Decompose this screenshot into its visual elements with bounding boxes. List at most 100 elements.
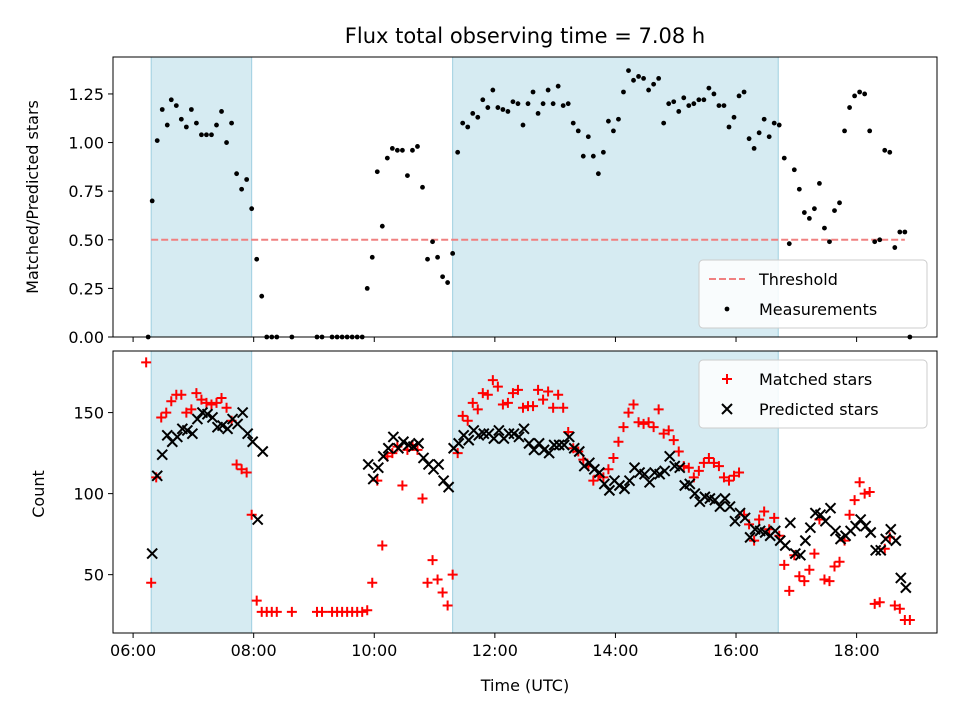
bottom-series-1-point-69 (593, 466, 606, 479)
bottom-series-1-point-88 (689, 487, 701, 500)
bottom-series-0-point-98 (668, 435, 679, 446)
bottom-legend-label-1: Predicted stars (759, 400, 879, 419)
bottom-x-tick-label-4: 14:00 (592, 641, 638, 660)
top-series-0-point-138 (872, 239, 878, 245)
bottom-series-1-point-61 (553, 439, 565, 451)
top-series-0-point-6 (173, 103, 179, 109)
bottom-series-0-point-135 (854, 477, 865, 488)
bottom-series-1-point-20 (246, 436, 259, 448)
top-series-0-point-110 (731, 114, 737, 120)
bottom-series-0-point-143 (894, 603, 905, 614)
top-series-0-point-16 (224, 140, 229, 145)
top-series-0-point-99 (676, 109, 682, 114)
bottom-series-1-point-75 (623, 474, 636, 487)
bottom-series-0-point-60 (477, 388, 488, 399)
bottom-series-0-point-67 (512, 384, 523, 395)
top-series-0-point-136 (862, 91, 868, 97)
top-series-0-point-142 (892, 245, 898, 250)
bottom-series-0-point-121 (784, 585, 795, 596)
top-series-0-point-137 (867, 128, 873, 134)
top-series-0-point-10 (194, 120, 199, 126)
bottom-series-1-point-117 (834, 533, 847, 545)
bottom-series-1-point-19 (241, 427, 254, 440)
top-shaded-interval-0 (150, 56, 253, 338)
bottom-series-1-point-113 (814, 508, 827, 521)
top-series-0-point-82 (590, 153, 596, 159)
top-y-tick-label-4: 1.00 (68, 134, 104, 153)
top-series-0-point-107 (716, 103, 722, 109)
bottom-series-0-point-52 (437, 587, 448, 598)
bottom-series-1-point-92 (709, 494, 721, 506)
bottom-series-1-point-1 (151, 470, 163, 482)
bottom-series-0-point-145 (904, 615, 915, 626)
bottom-series-0-point-111 (734, 467, 745, 478)
top-series-0-point-83 (595, 171, 601, 177)
bottom-series-0-point-110 (729, 470, 740, 481)
top-y-axis-label: Matched/Predicted stars (23, 100, 42, 294)
bottom-series-1-point-46 (478, 427, 490, 440)
top-series-0-point-59 (475, 114, 481, 120)
top-y-tick-label-2: 0.50 (68, 231, 104, 250)
bottom-series-0-point-18 (231, 459, 242, 470)
top-series-0-point-123 (796, 186, 802, 192)
bottom-series-1-point-70 (598, 478, 611, 490)
bottom-series-0-point-54 (447, 569, 458, 580)
bottom-series-1-point-26 (377, 450, 390, 463)
top-series-0-point-64 (500, 107, 506, 112)
top-series-0-point-135 (857, 89, 863, 95)
top-series-0-point-46 (410, 147, 415, 153)
top-series-0-point-78 (570, 120, 576, 126)
bottom-series-1-point-73 (613, 479, 626, 492)
bottom-series-0-point-139 (874, 597, 885, 608)
top-series-0-point-49 (425, 256, 430, 262)
bottom-series-1-point-25 (372, 461, 384, 474)
bottom-series-1-point-114 (819, 515, 832, 527)
bottom-series-1-point-55 (523, 437, 535, 450)
top-series-0-point-79 (575, 128, 581, 134)
top-series-0-point-71 (535, 110, 541, 116)
bottom-y-axis-label: Count (29, 470, 48, 518)
bottom-series-1-point-5 (171, 431, 184, 443)
bottom-series-0-point-8 (181, 407, 192, 418)
bottom-series-0-point-138 (869, 598, 880, 609)
bottom-series-0-point-63 (492, 381, 503, 392)
bottom-series-0-point-1 (146, 577, 157, 588)
top-series-0-point-109 (726, 124, 732, 130)
top-series-0-point-130 (832, 208, 837, 214)
top-series-0-point-60 (480, 97, 486, 103)
top-series-0-point-21 (249, 206, 255, 212)
bottom-series-0-point-20 (241, 467, 252, 478)
bottom-series-0-point-10 (191, 388, 202, 399)
top-series-0-point-75 (555, 83, 561, 89)
top-series-0-point-101 (686, 103, 692, 109)
top-series-0-point-120 (781, 155, 787, 161)
bottom-series-0-point-125 (804, 564, 815, 575)
top-series-0-point-65 (505, 109, 511, 114)
top-series-0-point-7 (178, 116, 184, 122)
bottom-series-1-point-39 (442, 481, 455, 493)
bottom-series-0-point-93 (643, 417, 654, 428)
bottom-series-1-point-3 (161, 429, 173, 441)
bottom-series-0-point-95 (653, 404, 664, 415)
bottom-series-1-point-83 (663, 450, 676, 463)
top-y-tick-label-3: 0.75 (68, 182, 104, 201)
bottom-series-0-point-16 (221, 402, 232, 413)
bottom-series-1-point-68 (588, 463, 601, 476)
bottom-series-1-point-17 (231, 418, 244, 430)
bottom-series-1-point-107 (784, 517, 796, 529)
bottom-series-0-point-0 (141, 357, 152, 368)
bottom-series-0-point-75 (553, 389, 564, 400)
bottom-series-0-point-4 (161, 407, 172, 418)
bottom-series-1-point-15 (221, 423, 234, 435)
top-series-0-point-9 (188, 107, 194, 112)
bottom-x-tick-label-5: 16:00 (713, 641, 759, 660)
top-series-0-point-91 (636, 74, 641, 79)
bottom-series-1-point-122 (859, 520, 872, 532)
bottom-series-0-point-87 (613, 436, 624, 447)
top-series-0-point-97 (666, 101, 672, 107)
top-series-0-point-111 (736, 93, 742, 99)
bottom-series-1-point-21 (251, 513, 264, 526)
bottom-series-1-point-110 (799, 534, 812, 547)
top-series-0-point-45 (405, 173, 410, 179)
top-series-0-point-127 (817, 180, 822, 186)
